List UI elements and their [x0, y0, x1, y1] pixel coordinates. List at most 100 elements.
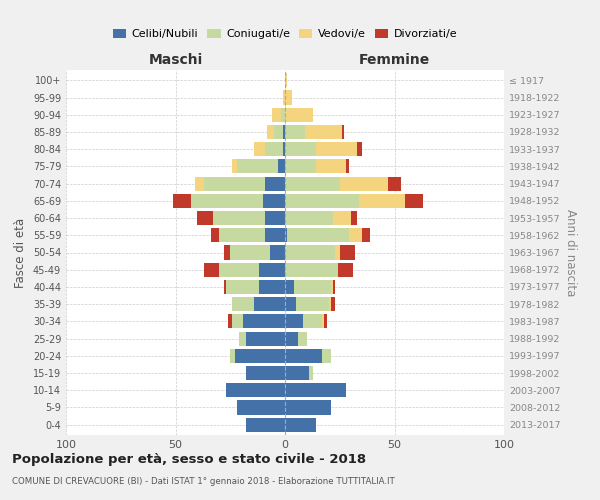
Bar [285, 194, 359, 208]
Bar [204, 262, 220, 277]
Bar [265, 228, 285, 242]
Bar [281, 108, 285, 122]
Bar [232, 297, 254, 311]
Bar [285, 90, 292, 104]
Bar [268, 125, 274, 139]
Bar [350, 211, 357, 225]
Bar [226, 383, 285, 398]
Bar [232, 160, 237, 173]
Bar [285, 418, 316, 432]
Bar [331, 297, 335, 311]
Bar [230, 348, 235, 363]
Bar [265, 176, 285, 190]
Bar [237, 400, 285, 414]
Bar [285, 332, 298, 345]
Bar [349, 228, 362, 242]
Bar [285, 176, 340, 190]
Bar [213, 211, 265, 225]
Bar [274, 125, 283, 139]
Bar [285, 160, 316, 173]
Bar [333, 211, 350, 225]
Bar [362, 228, 370, 242]
Bar [245, 332, 285, 345]
Bar [285, 314, 302, 328]
Bar [254, 297, 285, 311]
Bar [316, 160, 346, 173]
Bar [346, 160, 349, 173]
Bar [283, 142, 285, 156]
Bar [359, 194, 406, 208]
Bar [285, 125, 305, 139]
Bar [197, 211, 213, 225]
Bar [254, 142, 265, 156]
Y-axis label: Anni di nascita: Anni di nascita [564, 209, 577, 296]
Bar [302, 314, 322, 328]
Bar [285, 383, 346, 398]
Bar [265, 142, 283, 156]
Bar [388, 176, 401, 190]
Bar [272, 108, 281, 122]
Bar [224, 246, 230, 260]
Bar [283, 90, 285, 104]
Bar [285, 297, 296, 311]
Text: Femmine: Femmine [359, 54, 430, 68]
Bar [239, 332, 245, 345]
Bar [195, 176, 204, 190]
Bar [245, 366, 285, 380]
Bar [230, 246, 269, 260]
Bar [191, 194, 263, 208]
Bar [226, 280, 259, 294]
Bar [322, 348, 331, 363]
Bar [265, 211, 285, 225]
Bar [220, 228, 265, 242]
Bar [285, 262, 338, 277]
Bar [245, 418, 285, 432]
Bar [325, 314, 326, 328]
Bar [285, 366, 309, 380]
Text: COMUNE DI CREVACUORE (BI) - Dati ISTAT 1° gennaio 2018 - Elaborazione TUTTITALIA: COMUNE DI CREVACUORE (BI) - Dati ISTAT 1… [12, 478, 395, 486]
Bar [316, 142, 357, 156]
Bar [224, 280, 226, 294]
Bar [338, 262, 353, 277]
Bar [285, 400, 331, 414]
Bar [285, 142, 316, 156]
Bar [296, 297, 329, 311]
Bar [278, 160, 285, 173]
Bar [228, 314, 232, 328]
Bar [329, 297, 331, 311]
Bar [283, 125, 285, 139]
Text: Popolazione per età, sesso e stato civile - 2018: Popolazione per età, sesso e stato civil… [12, 452, 366, 466]
Bar [305, 125, 342, 139]
Bar [322, 314, 325, 328]
Bar [285, 348, 322, 363]
Bar [298, 332, 307, 345]
Bar [285, 280, 294, 294]
Bar [244, 314, 285, 328]
Bar [220, 262, 259, 277]
Bar [259, 262, 285, 277]
Bar [406, 194, 423, 208]
Bar [285, 228, 287, 242]
Bar [287, 228, 349, 242]
Bar [340, 176, 388, 190]
Bar [211, 228, 220, 242]
Bar [237, 160, 278, 173]
Bar [259, 280, 285, 294]
Bar [232, 314, 244, 328]
Bar [269, 246, 285, 260]
Bar [285, 246, 335, 260]
Bar [204, 176, 265, 190]
Bar [285, 108, 313, 122]
Bar [342, 125, 344, 139]
Bar [340, 246, 355, 260]
Bar [263, 194, 285, 208]
Bar [285, 211, 333, 225]
Bar [173, 194, 191, 208]
Bar [294, 280, 331, 294]
Bar [309, 366, 313, 380]
Bar [357, 142, 362, 156]
Legend: Celibi/Nubili, Coniugati/e, Vedovi/e, Divorziati/e: Celibi/Nubili, Coniugati/e, Vedovi/e, Di… [109, 24, 461, 44]
Bar [331, 280, 333, 294]
Bar [235, 348, 285, 363]
Bar [335, 246, 340, 260]
